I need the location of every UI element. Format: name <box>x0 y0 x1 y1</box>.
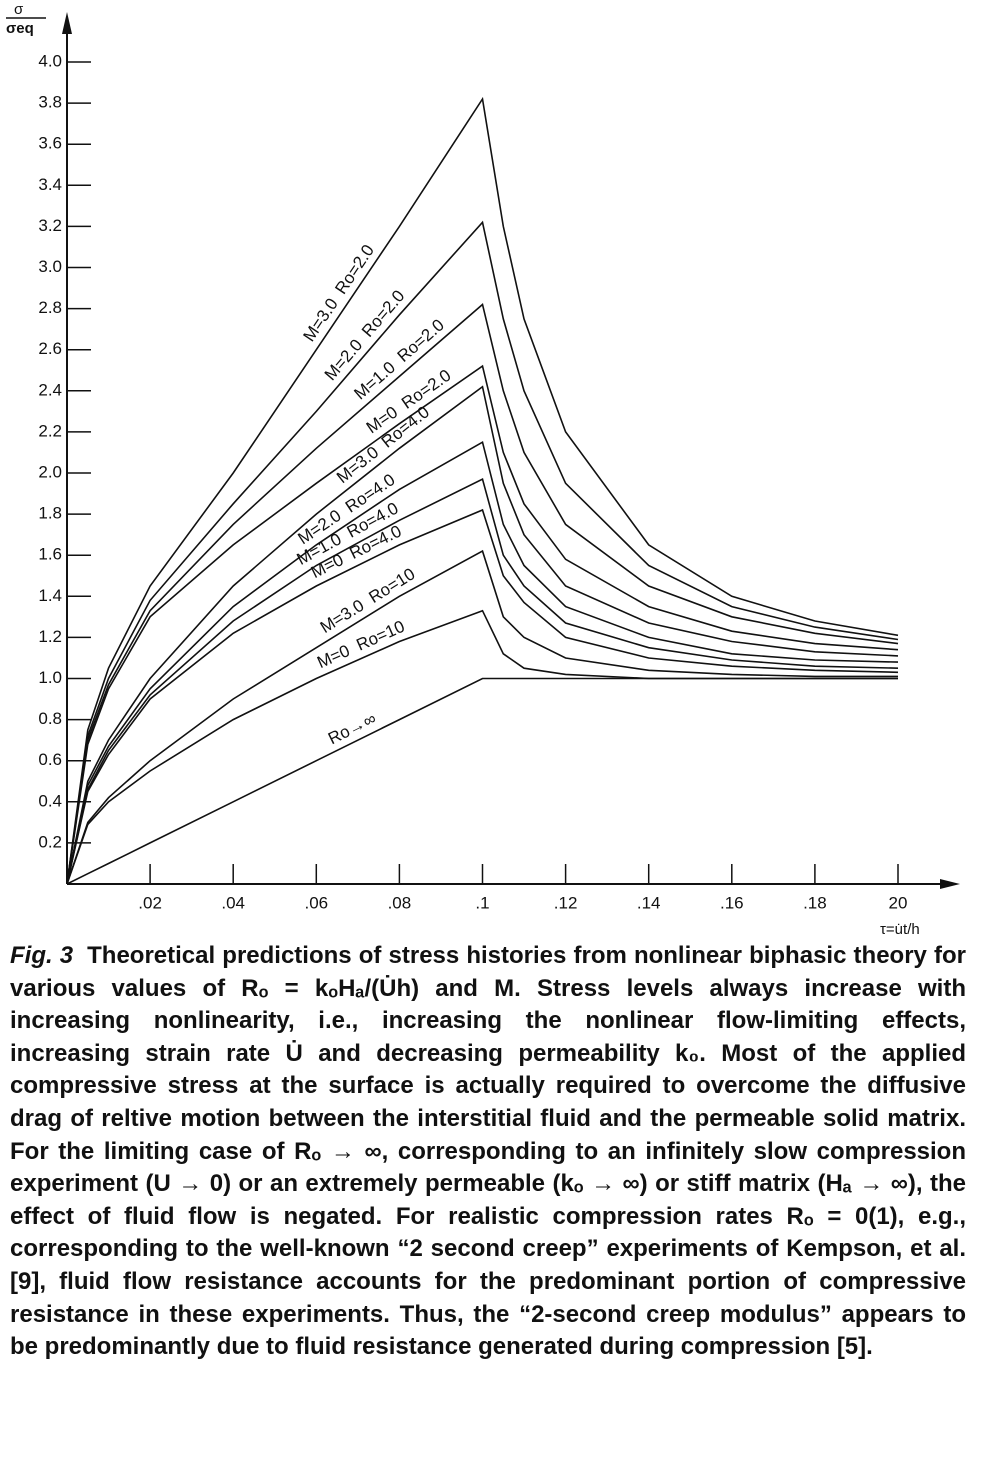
y-tick-label: 3.4 <box>38 175 62 194</box>
series-line <box>66 508 899 885</box>
y-label-numerator: σ <box>14 1 24 18</box>
x-tick-label: .16 <box>720 893 744 912</box>
y-tick-label: 2.4 <box>38 380 62 399</box>
y-tick-label: 3.6 <box>38 134 62 153</box>
y-tick-label: 3.2 <box>38 216 62 235</box>
x-tick-label: .04 <box>221 893 245 912</box>
x-tick-label: .06 <box>304 893 328 912</box>
chart: σ σeq τ=u̇t/h 0.2 0.4 0.6 0.8 1.0 1.2 1.4 1.6 1.… <box>6 1 960 935</box>
y-tick-label: 2.0 <box>38 462 62 481</box>
y-tick-label: 2.2 <box>38 421 62 440</box>
x-tick-label: .1 <box>475 893 489 912</box>
y-axis-arrow <box>62 12 72 34</box>
y-tick-label: 4.0 <box>38 51 62 70</box>
x-tick-label: .18 <box>803 893 827 912</box>
series-line <box>66 440 899 885</box>
x-tick-label: 20 <box>889 893 908 912</box>
caption-text: Theoretical predictions of stress histor… <box>10 942 966 1361</box>
y-tick-label: 3.0 <box>38 257 62 276</box>
series-line <box>66 303 899 885</box>
y-label-denominator: σeq <box>6 20 34 37</box>
series-line <box>66 478 899 885</box>
y-tick-label: 1.6 <box>38 545 62 564</box>
series-line <box>66 385 899 885</box>
y-tick-label: 2.8 <box>38 298 62 317</box>
y-tick-label: 0.8 <box>38 709 62 728</box>
series-line <box>66 609 898 885</box>
y-tick-label: 0.4 <box>38 791 62 810</box>
series-line <box>66 220 899 885</box>
y-tick-label: 1.4 <box>38 586 62 605</box>
y-tick-label: 0.6 <box>38 750 62 769</box>
x-tick-label: .02 <box>138 893 162 912</box>
y-tick-label: 3.8 <box>38 93 62 112</box>
x-tick-label: .08 <box>388 893 412 912</box>
y-tick-label: 0.2 <box>38 832 62 851</box>
y-tick-label: 2.6 <box>38 339 62 358</box>
series-line <box>66 677 898 885</box>
caption-label: Fig. 3 <box>10 942 74 969</box>
y-tick-label: 1.2 <box>38 627 62 646</box>
x-tick-label: .14 <box>637 893 661 912</box>
y-tick-label: 1.0 <box>38 668 62 687</box>
series-line <box>66 364 899 885</box>
y-tick-label: 1.8 <box>38 504 62 523</box>
x-tick-label: .12 <box>554 893 578 912</box>
x-axis-arrow <box>940 879 960 889</box>
series-line <box>66 96 899 885</box>
caption: Fig. 3 Theoretical predictions of stress … <box>10 940 966 1364</box>
x-label: τ=u̇t/h <box>880 921 920 935</box>
series-line <box>66 549 898 885</box>
